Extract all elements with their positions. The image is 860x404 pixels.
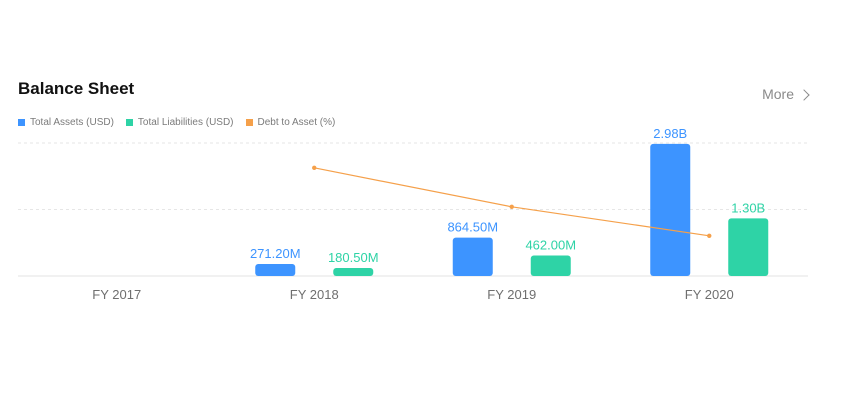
data-label-assets: 271.20M [250,246,301,261]
data-label-liabilities: 462.00M [525,238,576,253]
point-debt-ratio [707,233,712,239]
legend-swatch-assets [18,119,25,126]
x-tick-label: FY 2019 [487,287,536,302]
point-debt-ratio [509,204,514,210]
legend-label-debt-ratio: Debt to Asset (%) [257,117,336,128]
more-link[interactable]: More [762,86,810,102]
legend-label-assets: Total Assets (USD) [30,117,114,128]
bar-assets [255,263,296,276]
legend-item-debt-ratio[interactable]: Debt to Asset (%) [245,117,336,128]
data-label-liabilities: 1.30B [731,200,765,215]
more-label: More [762,86,794,102]
bar-assets [452,237,493,276]
legend-item-assets[interactable]: Total Assets (USD) [18,117,114,128]
legend: Total Assets (USD) Total Liabilities (US… [18,117,335,128]
data-label-liabilities: 180.50M [328,250,379,265]
data-label-assets: 864.50M [447,220,498,235]
line-debt-ratio [314,167,710,237]
data-label-assets: 2.98B [653,126,687,141]
x-tick-label: FY 2018 [290,287,339,302]
bar-liabilities [728,218,769,276]
legend-item-liabilities[interactable]: Total Liabilities (USD) [125,117,234,128]
x-tick-label: FY 2017 [92,287,141,302]
legend-swatch-liabilities [125,119,133,126]
bar-liabilities [333,267,374,276]
chart-title: Balance Sheet [18,79,135,98]
bar-assets [650,143,691,276]
point-debt-ratio [312,165,317,171]
bar-liabilities [530,255,571,276]
x-tick-label: FY 2020 [685,287,734,302]
legend-label-liabilities: Total Liabilities (USD) [137,117,234,128]
legend-swatch-debt-ratio [245,119,253,126]
